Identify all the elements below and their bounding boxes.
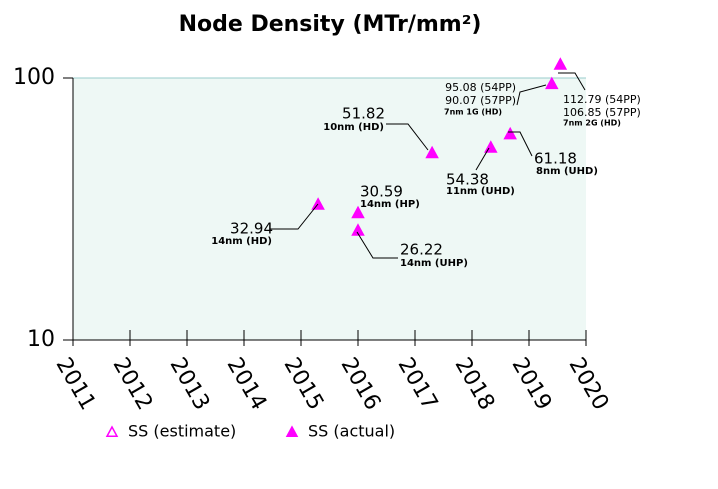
annotation: 51.82 bbox=[342, 105, 385, 123]
annotation: 95.08 (54PP) bbox=[445, 81, 516, 94]
annotation: 106.85 (57PP) bbox=[563, 106, 641, 119]
leader-line bbox=[558, 72, 586, 91]
x-tick-label: 2011 bbox=[51, 354, 101, 415]
annotation: 7nm 1G (HD) bbox=[444, 108, 502, 117]
x-tick-label: 2018 bbox=[450, 354, 500, 415]
annotation: 7nm 2G (HD) bbox=[563, 119, 621, 128]
x-tick-label: 2017 bbox=[393, 354, 443, 415]
annotation: 61.18 bbox=[534, 150, 577, 168]
data-point bbox=[351, 223, 365, 236]
annotation: 14nm (HP) bbox=[360, 199, 420, 210]
data-point bbox=[503, 126, 517, 140]
annotation: 30.59 bbox=[360, 183, 403, 201]
data-point bbox=[425, 145, 439, 159]
data-point bbox=[351, 205, 365, 219]
x-tick-label: 2012 bbox=[108, 354, 158, 415]
x-tick-label: 2019 bbox=[507, 354, 557, 415]
x-tick-label: 2014 bbox=[222, 354, 272, 415]
data-point bbox=[553, 57, 568, 70]
annotation: 112.79 (54PP) bbox=[563, 93, 641, 106]
leader-line bbox=[270, 203, 319, 230]
annotation: 8nm (UHD) bbox=[536, 166, 598, 177]
x-tick-label: 2015 bbox=[279, 354, 329, 415]
x-tick-label: 2016 bbox=[336, 354, 386, 415]
annotation: 11nm (UHD) bbox=[446, 186, 515, 197]
leader-line bbox=[508, 131, 533, 157]
annotation: 54.38 bbox=[446, 171, 489, 189]
x-tick-label: 2013 bbox=[165, 354, 215, 415]
annotation: 10nm (HD) bbox=[323, 122, 384, 133]
y-tick-label: 10 bbox=[27, 327, 55, 352]
data-point bbox=[311, 197, 325, 210]
y-tick-label: 100 bbox=[13, 65, 55, 90]
data-point bbox=[545, 76, 559, 90]
legend-label: SS (actual) bbox=[308, 422, 395, 441]
leader-line bbox=[356, 231, 398, 259]
chart-title: Node Density (MTr/mm²) bbox=[179, 12, 482, 37]
legend-marker bbox=[105, 425, 119, 437]
leader-line bbox=[475, 147, 490, 171]
annotation: 32.94 bbox=[230, 220, 273, 238]
annotation: 14nm (HD) bbox=[211, 236, 272, 247]
annotation: 26.22 bbox=[400, 241, 443, 259]
leader-line bbox=[386, 123, 429, 151]
legend-marker bbox=[285, 425, 299, 437]
leader-line bbox=[516, 84, 547, 106]
plot-area bbox=[73, 78, 586, 340]
x-tick-label: 2020 bbox=[564, 354, 614, 415]
annotation: 14nm (UHP) bbox=[400, 258, 468, 269]
legend-label: SS (estimate) bbox=[128, 422, 236, 441]
annotation: 90.07 (57PP) bbox=[445, 94, 516, 107]
